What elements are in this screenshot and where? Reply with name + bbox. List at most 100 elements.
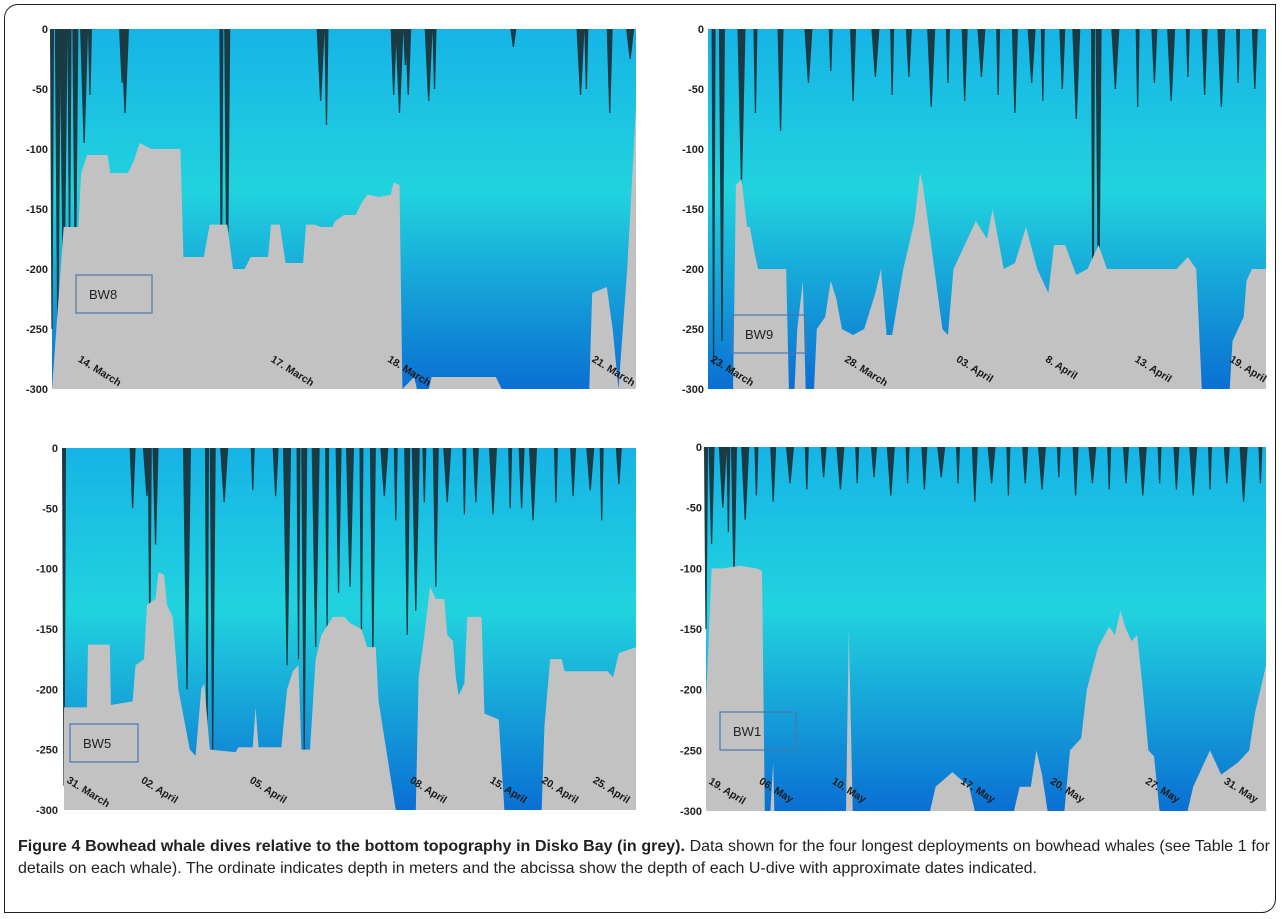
dive-trace-bw9	[1059, 29, 1066, 89]
dive-trace-bw1	[731, 447, 737, 581]
dive-trace-bw9	[804, 29, 813, 83]
whale-label-box-bw5	[69, 723, 139, 763]
dive-trace-bw5	[301, 448, 308, 750]
dive-trace-bw9	[1040, 29, 1045, 101]
y-tick-label: -200	[36, 684, 58, 696]
dive-trace-bw8	[395, 29, 404, 113]
dive-trace-bw5	[129, 448, 136, 509]
dive-trace-bw1	[971, 447, 978, 502]
dive-trace-bw1	[1239, 447, 1248, 502]
dive-trace-bw8	[80, 29, 89, 143]
dive-trace-bw9	[1217, 29, 1226, 107]
dive-trace-bw1	[786, 447, 794, 484]
y-tick-label: -50	[688, 84, 704, 96]
dive-trace-bw9	[1151, 29, 1158, 83]
dive-trace-bw1	[726, 447, 731, 532]
dive-trace-bw5	[404, 448, 411, 636]
dive-trace-bw5	[489, 448, 497, 515]
dive-trace-bw5	[272, 448, 279, 497]
dive-trace-bw5	[283, 448, 292, 666]
dive-trace-bw1	[718, 447, 727, 508]
dive-trace-bw5	[615, 448, 622, 485]
dive-trace-bw5	[346, 448, 354, 587]
dive-trace-bw1	[905, 447, 910, 484]
dive-trace-bw8	[59, 29, 68, 317]
dive-trace-bw1	[1208, 447, 1212, 490]
dive-trace-bw1	[1038, 447, 1046, 490]
dive-trace-bw9	[850, 29, 857, 101]
dive-trace-bw9	[711, 29, 716, 365]
dive-trace-bw5	[359, 448, 364, 636]
seafloor-area-bw5	[64, 572, 636, 810]
y-tick-label: 0	[698, 24, 704, 36]
y-tick-label: -300	[26, 384, 48, 396]
dive-trace-bw5	[508, 448, 513, 509]
y-tick-label: -150	[682, 204, 704, 216]
dive-trace-bw5	[411, 448, 420, 611]
dive-trace-bw9	[1251, 29, 1258, 89]
seafloor-area-bw9	[708, 173, 1266, 389]
dive-trace-bw9	[753, 29, 758, 113]
dive-trace-bw1	[1189, 447, 1198, 496]
dive-trace-bw5	[369, 448, 376, 654]
y-tick-label: -300	[36, 805, 58, 817]
seafloor-area-bw8	[52, 107, 636, 389]
dive-trace-bw5	[553, 448, 558, 503]
dive-trace-bw1	[886, 447, 895, 496]
y-tick-label: -150	[26, 204, 48, 216]
y-tick-label: -100	[680, 563, 702, 575]
dive-trace-bw9	[871, 29, 880, 77]
water-column-bw1	[706, 447, 1266, 811]
dive-trace-bw5	[325, 448, 330, 629]
dive-trace-bw1	[1223, 447, 1230, 484]
dive-trace-bw8	[219, 29, 224, 317]
dive-trace-bw9	[945, 29, 950, 83]
dive-trace-bw5	[462, 448, 467, 515]
dive-trace-bw5	[209, 448, 216, 750]
dive-trace-bw1	[820, 447, 827, 478]
y-tick-label: -300	[682, 384, 704, 396]
dive-trace-bw5	[147, 448, 152, 642]
dive-trace-bw8	[316, 29, 325, 101]
caption-body: Data shown for the four longest deployme…	[18, 838, 1271, 877]
dive-trace-bw9	[718, 29, 725, 341]
whale-label-box-bw9	[731, 314, 807, 354]
chart-panel-bw5: 0 -50 -100 -150 -200 -250 -300 31. March 02. Apr…	[18, 440, 640, 820]
y-tick-label: -250	[682, 324, 704, 336]
dive-trace-bw9	[1011, 29, 1018, 113]
dive-trace-bw1	[836, 447, 845, 490]
whale-label-bw5: BW5	[83, 736, 111, 751]
dive-trace-bw1	[937, 447, 946, 478]
dive-trace-bw9	[1072, 29, 1081, 119]
dive-trace-bw8	[584, 29, 589, 89]
y-tick-label: -300	[680, 806, 702, 818]
dive-trace-bw5	[393, 448, 398, 521]
dive-trace-bw8	[224, 29, 231, 311]
dive-trace-bw8	[121, 29, 129, 113]
dive-trace-bw8	[432, 29, 437, 89]
dive-trace-bw8	[72, 29, 79, 281]
y-tick-label: 0	[696, 442, 702, 454]
dive-trace-bw9	[1027, 29, 1036, 83]
y-tick-label: 0	[52, 443, 58, 455]
dive-trace-bw8	[424, 29, 433, 101]
y-tick-label: -250	[36, 745, 58, 757]
dive-trace-bw9	[1201, 29, 1208, 95]
dive-trace-bw1	[1107, 447, 1112, 490]
dive-trace-bw9	[1185, 29, 1190, 77]
dive-trace-bw1	[1138, 447, 1147, 496]
dive-trace-bw5	[599, 448, 604, 521]
dive-trace-bw5	[62, 448, 66, 786]
y-tick-label: -50	[42, 503, 58, 515]
whale-label-box-bw1	[719, 711, 797, 751]
y-tick-label: -200	[682, 264, 704, 276]
y-tick-label: -50	[32, 84, 48, 96]
dive-trace-bw8	[67, 29, 72, 269]
whale-label-bw1: BW1	[733, 724, 761, 739]
dive-trace-bw5	[380, 448, 389, 497]
dive-trace-bw5	[472, 448, 479, 503]
dive-trace-bw9	[828, 29, 833, 71]
